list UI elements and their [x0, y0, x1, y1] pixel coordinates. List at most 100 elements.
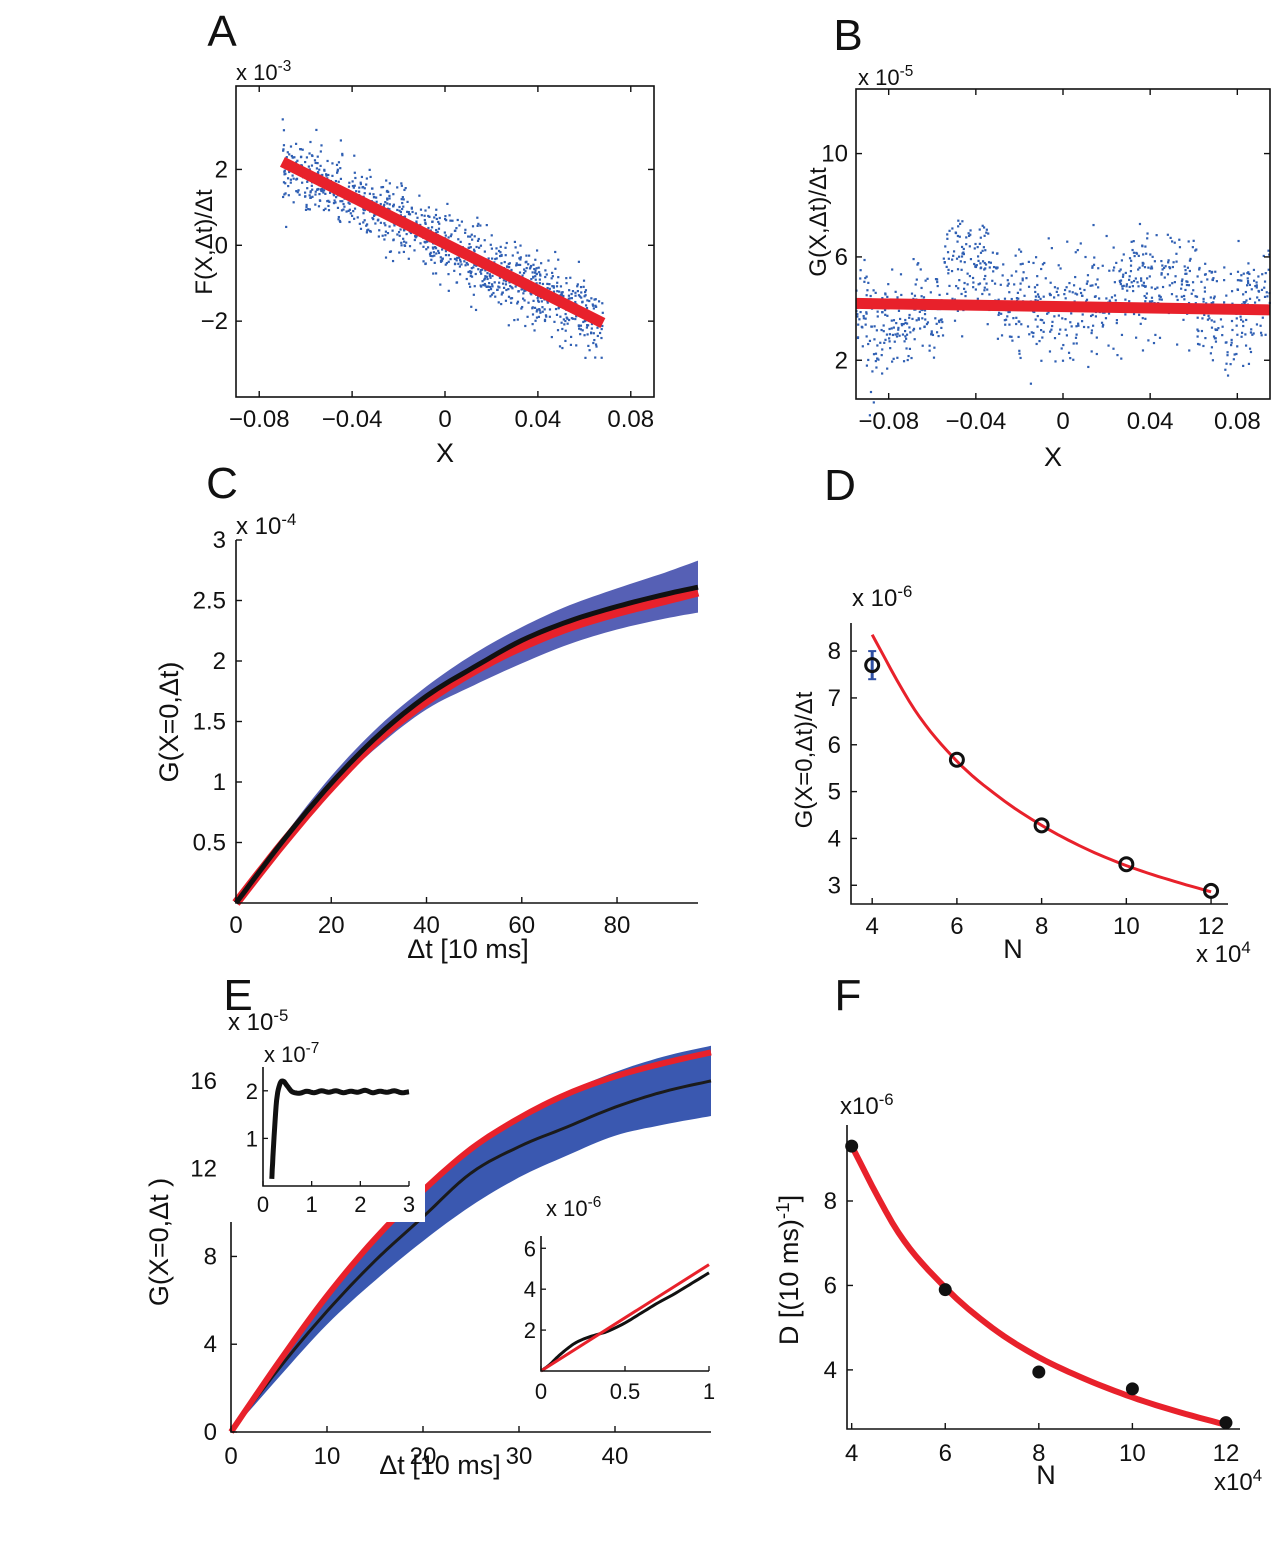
scatter-point	[1204, 262, 1207, 265]
scatter-point	[919, 327, 922, 330]
inset-x-tick-label: 3	[403, 1192, 415, 1217]
scatter-point	[295, 190, 298, 193]
scatter-point	[948, 229, 951, 232]
scatter-point	[1019, 250, 1023, 253]
scatter-point	[974, 288, 977, 291]
scatter-point	[308, 152, 311, 155]
scatter-point	[1142, 262, 1145, 265]
scatter-point	[511, 287, 514, 290]
scatter-point	[1133, 254, 1136, 258]
scatter-point	[286, 177, 290, 180]
panel-label-a: A	[207, 7, 237, 56]
scatter-point	[563, 323, 566, 326]
x-axis-tick-label: 0.08	[607, 406, 654, 433]
scatter-point	[1139, 277, 1143, 280]
scatter-point	[1040, 359, 1043, 362]
scatter-point	[437, 251, 441, 255]
x-axis-tick-label: −0.08	[229, 406, 290, 433]
scatter-point	[289, 145, 293, 148]
y-axis-tick-label: 6	[824, 1272, 837, 1299]
scatter-point	[1202, 344, 1205, 348]
scatter-point	[477, 246, 481, 249]
scatter-point	[982, 226, 986, 229]
scatter-point	[342, 202, 345, 206]
scatter-point	[577, 324, 580, 327]
scatter-point	[1059, 267, 1062, 270]
scatter-point	[1196, 275, 1199, 278]
scatter-point	[385, 179, 388, 182]
scatter-point	[424, 262, 427, 265]
scatter-point	[1215, 280, 1218, 283]
scatter-point	[433, 216, 436, 219]
scatter-point	[527, 301, 530, 304]
scatter-point	[1139, 322, 1142, 325]
scatter-point	[876, 315, 879, 318]
scatter-point	[283, 169, 286, 172]
scatter-point	[1196, 335, 1199, 338]
scatter-point	[1266, 295, 1269, 298]
scatter-point	[978, 242, 981, 245]
scatter-point	[1167, 259, 1170, 262]
scatter-point	[1236, 279, 1240, 282]
scatter-point	[1210, 301, 1213, 305]
scatter-point	[906, 358, 909, 362]
scatter-point	[862, 314, 865, 318]
scatter-point	[284, 182, 287, 185]
scatter-point	[576, 285, 579, 288]
scatter-point	[1210, 326, 1214, 329]
scatter-point	[1076, 248, 1079, 252]
scatter-point	[551, 271, 554, 274]
scatter-point	[982, 246, 985, 249]
y-axis-tick-label: 1.5	[193, 709, 226, 736]
x-axis-label: N	[1036, 1460, 1056, 1490]
scatter-point	[1151, 255, 1154, 258]
scatter-point	[436, 230, 439, 233]
scatter-point	[1141, 264, 1144, 267]
scatter-point	[358, 186, 361, 189]
scatter-point	[1023, 294, 1026, 297]
scatter-point	[401, 201, 404, 205]
scatter-point	[475, 245, 478, 249]
scatter-point	[323, 189, 326, 192]
scatter-point	[504, 283, 508, 286]
scatter-point	[495, 252, 498, 255]
scatter-point	[1178, 246, 1182, 249]
scatter-point	[1184, 288, 1187, 292]
scatter-point	[1225, 362, 1228, 365]
scatter-point	[545, 315, 548, 318]
scatter-point	[337, 215, 340, 219]
scatter-point	[581, 300, 584, 303]
scatter-point	[955, 257, 959, 260]
scatter-point	[1011, 339, 1014, 342]
scatter-point	[510, 286, 513, 289]
scatter-point	[538, 278, 541, 281]
scatter-point	[974, 265, 977, 268]
scatter-point	[964, 294, 967, 298]
scatter-point	[580, 296, 583, 299]
scatter-point	[432, 272, 435, 275]
scatter-point	[534, 269, 537, 272]
scatter-point	[1063, 293, 1066, 296]
scatter-point	[306, 180, 309, 183]
scatter-point	[1013, 283, 1016, 286]
scatter-point	[1012, 317, 1015, 320]
scatter-point	[513, 318, 516, 322]
scatter-point	[936, 284, 939, 288]
scatter-point	[1255, 323, 1259, 326]
scatter-point	[926, 321, 930, 324]
scatter-point	[491, 257, 494, 260]
scatter-point	[1198, 343, 1201, 346]
scatter-point	[285, 225, 288, 229]
scatter-point	[388, 197, 391, 200]
scatter-point	[908, 316, 911, 319]
scatter-point	[1122, 253, 1125, 256]
scatter-point	[1051, 320, 1054, 323]
scatter-point	[309, 196, 312, 200]
scatter-point	[1236, 333, 1239, 336]
scatter-point	[1158, 294, 1161, 297]
scatter-point	[1150, 267, 1154, 270]
scatter-point	[1130, 259, 1133, 262]
scatter-point	[582, 320, 585, 324]
scatter-point	[352, 210, 355, 213]
scatter-point	[332, 202, 336, 205]
